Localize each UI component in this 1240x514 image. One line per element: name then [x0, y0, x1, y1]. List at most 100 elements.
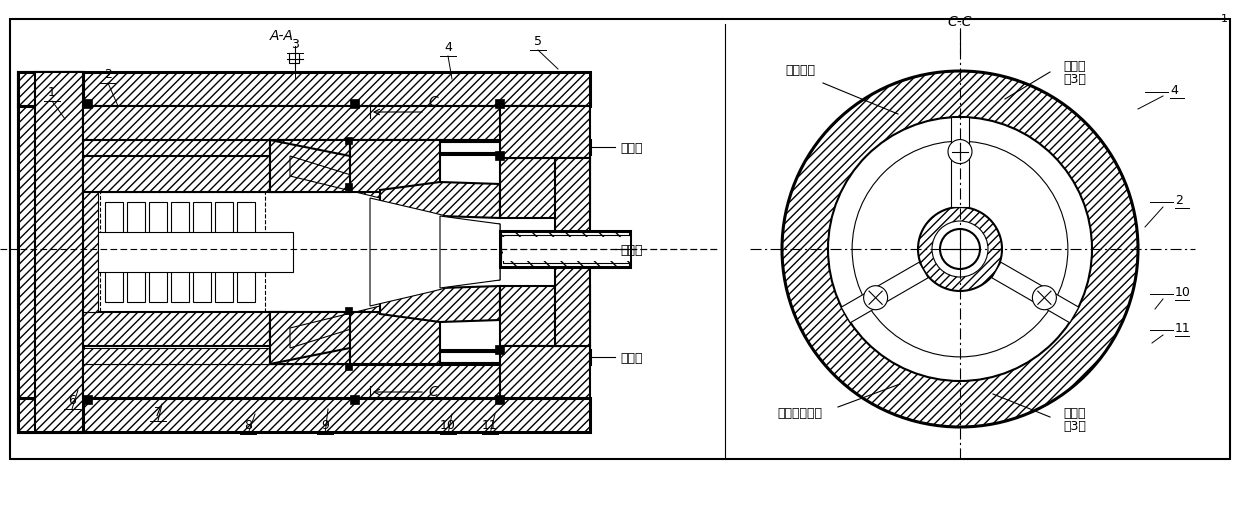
Bar	[83, 192, 98, 312]
Bar	[126, 202, 145, 302]
Text: 10: 10	[1176, 286, 1190, 299]
Bar	[350, 99, 360, 108]
Bar	[19, 72, 83, 106]
Circle shape	[932, 221, 988, 277]
Text: 11: 11	[482, 419, 498, 432]
Polygon shape	[992, 262, 1079, 323]
Bar	[495, 345, 503, 354]
Bar	[83, 106, 583, 140]
Bar	[500, 231, 630, 267]
Text: 1: 1	[1221, 14, 1228, 24]
Polygon shape	[379, 286, 500, 322]
Text: 支离子水通道: 支离子水通道	[777, 407, 822, 420]
Bar	[350, 395, 360, 404]
Polygon shape	[440, 216, 500, 288]
Bar	[83, 395, 92, 404]
Circle shape	[828, 117, 1092, 381]
Bar	[500, 158, 590, 218]
Circle shape	[918, 207, 1002, 291]
Bar	[350, 312, 440, 364]
Bar	[500, 286, 590, 346]
Bar	[98, 232, 293, 272]
Bar	[352, 352, 588, 362]
Text: 1: 1	[48, 86, 56, 99]
Bar	[495, 151, 503, 160]
Circle shape	[940, 229, 980, 269]
Bar	[83, 348, 418, 364]
Bar	[83, 312, 283, 346]
Bar	[556, 158, 590, 346]
Polygon shape	[379, 182, 500, 218]
Bar	[500, 231, 630, 267]
Text: 2: 2	[1176, 194, 1183, 207]
Bar	[345, 183, 352, 190]
Circle shape	[1033, 286, 1056, 310]
Polygon shape	[270, 312, 350, 364]
Text: 进水管: 进水管	[620, 142, 642, 156]
Bar	[500, 286, 590, 346]
Bar	[105, 202, 123, 302]
Bar	[19, 106, 83, 398]
Bar	[19, 398, 590, 432]
Bar	[350, 350, 590, 364]
Bar	[19, 72, 83, 106]
Bar	[19, 72, 83, 106]
Bar	[83, 364, 583, 398]
Bar	[500, 158, 590, 218]
Polygon shape	[370, 198, 500, 306]
Polygon shape	[951, 117, 968, 207]
Text: C-C: C-C	[947, 15, 972, 29]
Bar	[289, 53, 299, 63]
Bar	[83, 140, 418, 156]
Bar	[83, 106, 583, 140]
Bar	[270, 312, 350, 364]
Text: 4: 4	[444, 41, 451, 54]
Bar	[83, 156, 283, 192]
Bar	[495, 395, 503, 404]
Bar	[500, 106, 590, 158]
Text: 5: 5	[534, 35, 542, 48]
Bar	[83, 312, 283, 346]
Bar	[193, 202, 211, 302]
Text: 进水管: 进水管	[620, 353, 642, 365]
Bar	[19, 72, 590, 106]
Text: C: C	[428, 385, 438, 399]
Bar	[171, 202, 188, 302]
Text: 7: 7	[154, 406, 162, 419]
Bar	[83, 140, 418, 156]
Bar	[19, 72, 83, 432]
Bar	[500, 346, 590, 398]
Polygon shape	[270, 140, 350, 192]
Bar	[35, 72, 83, 432]
Text: 2: 2	[104, 68, 112, 81]
Bar	[556, 158, 590, 346]
Bar	[35, 72, 83, 432]
Bar	[10, 19, 1230, 459]
Bar	[19, 398, 590, 432]
Bar	[19, 72, 83, 432]
Bar	[345, 137, 352, 144]
Bar	[237, 202, 255, 302]
Polygon shape	[290, 306, 379, 348]
Circle shape	[863, 286, 888, 310]
Text: 气体通道: 气体通道	[785, 64, 815, 77]
Bar	[270, 140, 350, 192]
Bar	[83, 156, 283, 192]
Bar	[500, 106, 590, 158]
Text: 进水口: 进水口	[1064, 60, 1086, 73]
Bar	[19, 72, 590, 106]
Bar	[350, 140, 440, 192]
Text: 6: 6	[68, 394, 76, 407]
Text: C: C	[428, 95, 438, 109]
Polygon shape	[290, 156, 379, 198]
Text: 4: 4	[1171, 84, 1178, 97]
Circle shape	[949, 140, 972, 163]
Text: 3: 3	[291, 38, 299, 51]
Text: 9: 9	[321, 419, 329, 432]
Bar	[495, 99, 503, 108]
Bar	[350, 140, 590, 154]
Bar	[100, 192, 265, 312]
Bar	[345, 363, 352, 370]
Bar	[149, 202, 167, 302]
Bar	[345, 307, 352, 314]
